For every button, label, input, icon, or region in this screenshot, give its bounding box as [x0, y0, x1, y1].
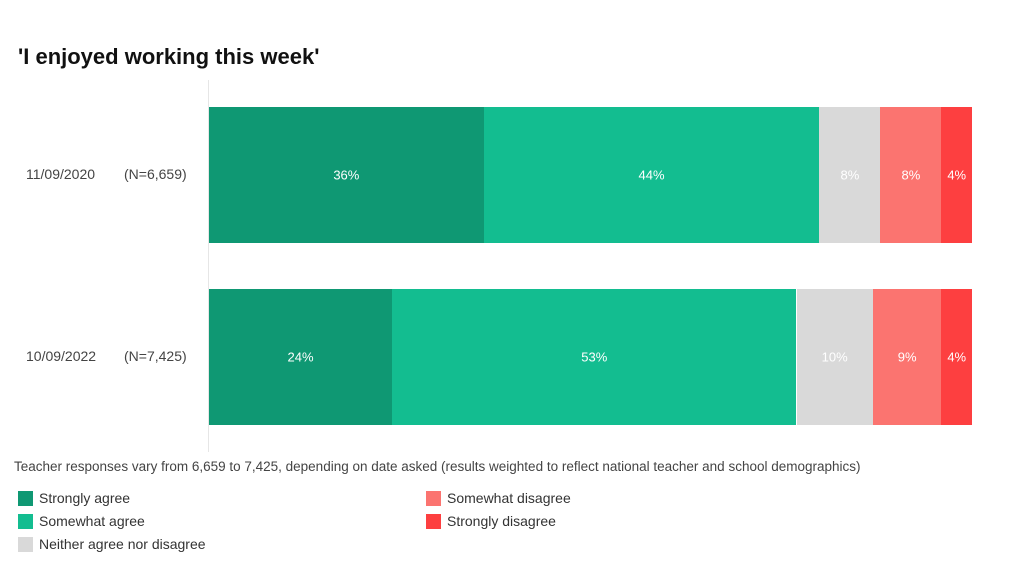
- bar-segment-neither-agree-nor-disagree: 8%: [819, 107, 881, 243]
- row-date-label: 10/09/2022: [26, 348, 97, 364]
- row-date-label: 11/09/2020: [26, 166, 96, 182]
- legend-item: Somewhat agree: [18, 513, 145, 529]
- data-label: 8%: [901, 167, 921, 183]
- bar-segment-strongly-agree: 24%: [209, 289, 393, 425]
- legend-label: Somewhat agree: [39, 513, 145, 529]
- legend-swatch: [426, 513, 441, 529]
- legend-label: Strongly agree: [39, 490, 131, 506]
- legend-swatch: [18, 490, 33, 506]
- data-label: 9%: [897, 349, 917, 365]
- row-n-label: (N=7,425): [124, 348, 187, 364]
- data-label: 53%: [581, 349, 608, 365]
- stacked-bar-2020: 36% 44% 8% 8% 4%: [209, 107, 972, 243]
- bar-segment-somewhat-agree: 53%: [392, 289, 797, 425]
- bar-segment-strongly-disagree: 4%: [941, 289, 972, 425]
- stacked-bar-2022: 24% 53% 10% 9% 4%: [209, 289, 972, 425]
- data-label: 24%: [287, 349, 314, 365]
- row-n-label: (N=6,659): [124, 166, 187, 182]
- legend-swatch: [18, 536, 33, 552]
- bar-segment-neither-agree-nor-disagree: 10%: [796, 289, 873, 425]
- bar-segment-somewhat-disagree: 8%: [880, 107, 942, 243]
- chart-title: 'I enjoyed working this week': [18, 44, 320, 69]
- legend-item: Strongly agree: [18, 490, 130, 506]
- data-label: 4%: [947, 349, 967, 365]
- legend-swatch: [426, 490, 441, 506]
- bar-segment-strongly-disagree: 4%: [941, 107, 972, 243]
- bar-segment-strongly-agree: 36%: [209, 107, 484, 243]
- legend-item: Strongly disagree: [426, 513, 556, 529]
- data-label: 10%: [821, 349, 848, 365]
- bar-segment-somewhat-disagree: 9%: [872, 289, 942, 425]
- bar-segment-somewhat-agree: 44%: [483, 107, 820, 243]
- legend-label: Somewhat disagree: [447, 490, 571, 506]
- data-label: 8%: [840, 167, 860, 183]
- legend-item: Somewhat disagree: [426, 490, 571, 506]
- legend-label: Neither agree nor disagree: [39, 536, 206, 552]
- data-label: 4%: [947, 167, 967, 183]
- legend-item: Neither agree nor disagree: [18, 536, 206, 552]
- chart-note: Teacher responses vary from 6,659 to 7,4…: [14, 459, 861, 474]
- legend-swatch: [18, 513, 33, 529]
- category-axis-line: [208, 80, 209, 452]
- data-label: 36%: [333, 167, 360, 183]
- legend-label: Strongly disagree: [447, 513, 556, 529]
- data-label: 44%: [638, 167, 665, 183]
